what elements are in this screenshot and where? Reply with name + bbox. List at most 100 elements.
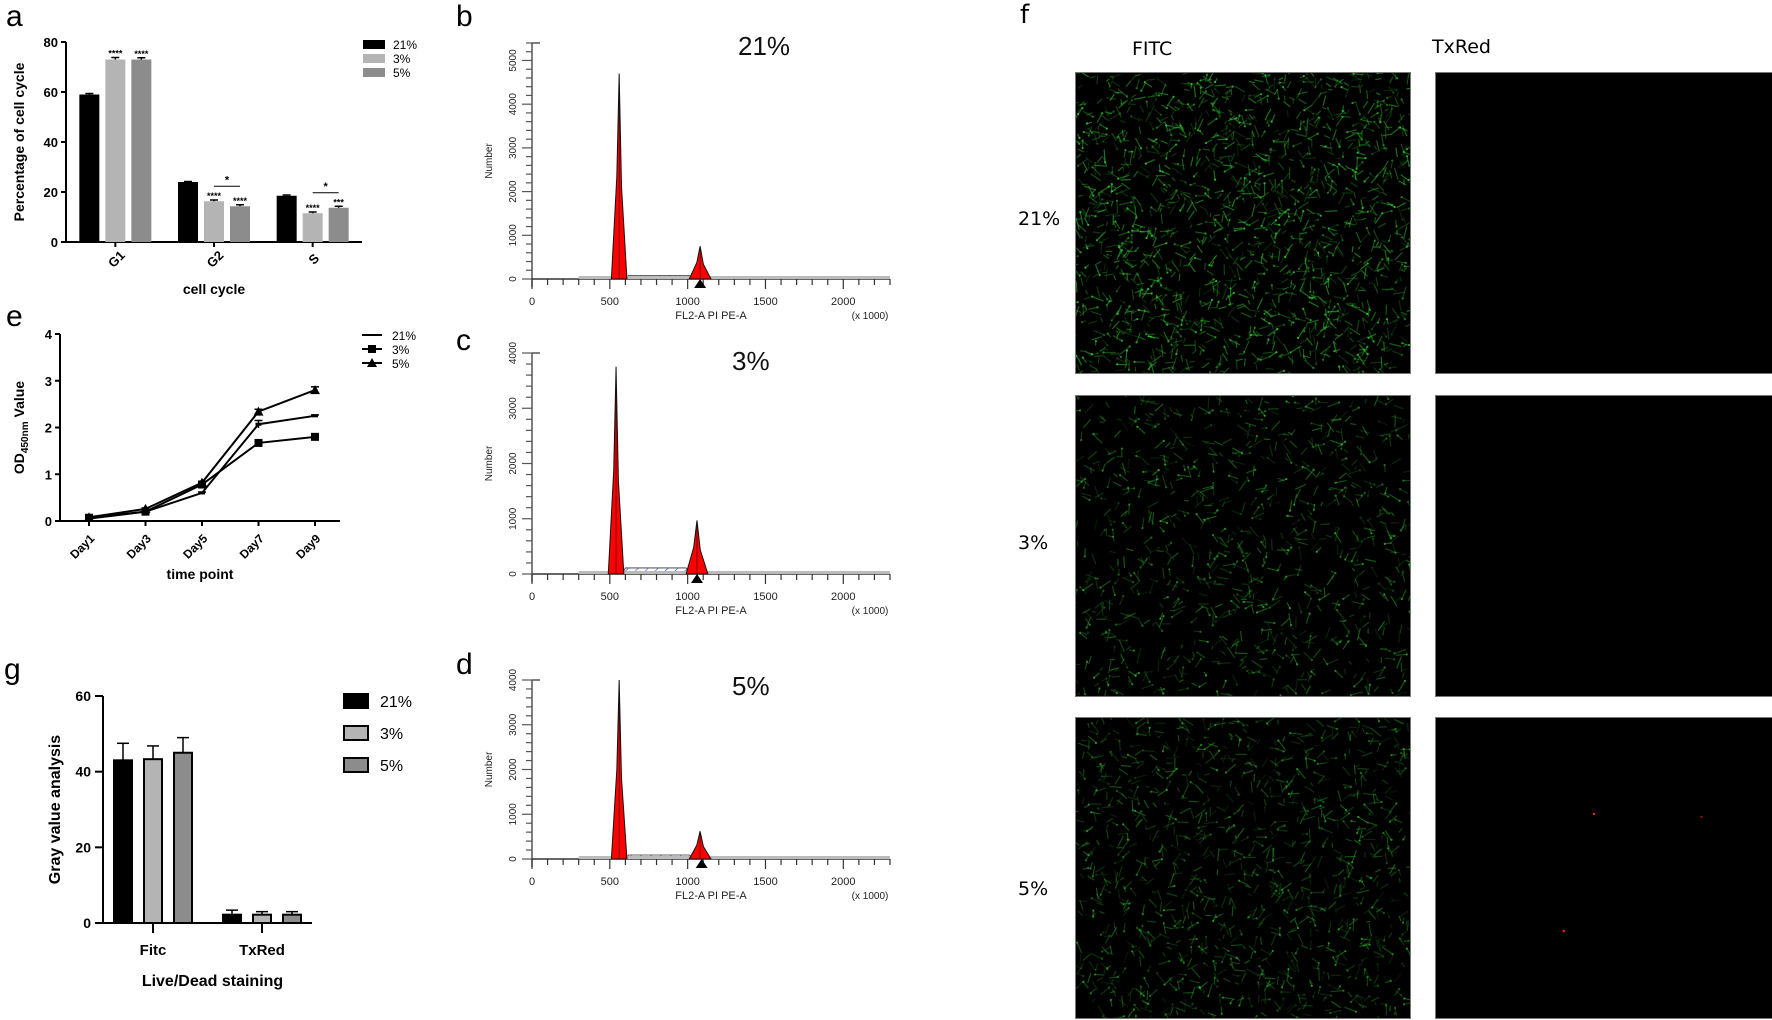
svg-text:4000: 4000 xyxy=(508,668,519,691)
svg-text:0: 0 xyxy=(83,915,91,931)
svg-text:1500: 1500 xyxy=(753,591,777,603)
svg-text:3%: 3% xyxy=(732,346,770,376)
svg-text:5%: 5% xyxy=(732,671,770,701)
svg-text:4: 4 xyxy=(45,327,53,342)
svg-text:60: 60 xyxy=(44,85,58,100)
svg-text:2000: 2000 xyxy=(508,180,519,203)
panel-label-f: f xyxy=(1020,0,1030,30)
svg-text:cell cycle: cell cycle xyxy=(183,281,245,297)
svg-text:Number: Number xyxy=(484,751,495,787)
svg-text:FL2-A PI PE-A: FL2-A PI PE-A xyxy=(675,605,747,617)
panel-label-e: e xyxy=(6,300,23,333)
svg-text:Live/Dead staining: Live/Dead staining xyxy=(142,973,283,990)
svg-text:1500: 1500 xyxy=(753,876,777,888)
svg-text:2000: 2000 xyxy=(831,876,855,888)
svg-text:Number: Number xyxy=(484,143,495,179)
svg-text:1000: 1000 xyxy=(675,296,699,308)
svg-text:Percentage of cell cycle: Percentage of cell cycle xyxy=(11,62,27,221)
svg-text:0: 0 xyxy=(529,591,535,603)
svg-text:Day3: Day3 xyxy=(124,531,154,561)
chart-d-flow-5: 0 1000 2000 3000 4000 Number 0 500 1000 1500 2000 F… xyxy=(484,668,891,902)
svg-text:*: * xyxy=(324,181,329,193)
panel-label-c: c xyxy=(456,324,471,357)
svg-text:20: 20 xyxy=(75,839,91,855)
svg-text:1000: 1000 xyxy=(508,507,519,530)
svg-text:***: *** xyxy=(333,197,344,207)
svg-text:Gray value analysis: Gray value analysis xyxy=(47,735,64,885)
fitc-image-5 xyxy=(1075,717,1411,1019)
svg-text:****: **** xyxy=(306,203,321,213)
svg-text:(x 1000): (x 1000) xyxy=(852,606,889,617)
panel-label-d: d xyxy=(456,648,473,681)
panel-label-a: a xyxy=(6,0,23,33)
svg-text:0: 0 xyxy=(529,876,535,888)
column-label-txred: TxRed xyxy=(1432,36,1491,58)
row-label-3: 3% xyxy=(1018,532,1049,554)
svg-text:0: 0 xyxy=(508,276,519,282)
fitc-image-21 xyxy=(1075,72,1411,374)
svg-text:G2: G2 xyxy=(204,248,227,271)
svg-text:21%: 21% xyxy=(393,38,417,52)
svg-text:1000: 1000 xyxy=(675,591,699,603)
svg-text:3: 3 xyxy=(45,374,52,389)
svg-text:80: 80 xyxy=(44,35,58,50)
svg-text:G1: G1 xyxy=(105,248,128,271)
svg-text:0: 0 xyxy=(508,856,519,862)
svg-text:Day5: Day5 xyxy=(180,531,210,561)
svg-text:Day7: Day7 xyxy=(237,531,267,561)
svg-text:40: 40 xyxy=(75,764,91,780)
row-label-21: 21% xyxy=(1018,208,1061,230)
chart-g-gray-value-bar: 0 20 40 60 Fitc TxRed Live/Dead staining Gray v… xyxy=(47,688,412,990)
svg-text:time point: time point xyxy=(167,566,234,582)
svg-text:2000: 2000 xyxy=(831,591,855,603)
svg-text:3000: 3000 xyxy=(508,713,519,736)
svg-text:Fitc: Fitc xyxy=(140,942,167,959)
svg-text:****: **** xyxy=(207,191,222,201)
chart-b-flow-21: 0 1000 2000 3000 4000 5000 Number 0 500 1000 1500 2… xyxy=(484,31,891,322)
svg-text:21%: 21% xyxy=(392,329,416,343)
svg-text:3000: 3000 xyxy=(508,136,519,159)
svg-text:****: **** xyxy=(134,49,149,59)
svg-text:*: * xyxy=(225,174,230,186)
svg-text:1500: 1500 xyxy=(753,296,777,308)
svg-text:500: 500 xyxy=(601,876,619,888)
svg-text:2000: 2000 xyxy=(831,296,855,308)
svg-text:(x 1000): (x 1000) xyxy=(852,311,889,322)
svg-text:5%: 5% xyxy=(393,66,411,80)
svg-text:Day9: Day9 xyxy=(293,531,323,561)
chart-c-flow-3: 0 1000 2000 3000 4000 Number 0 500 1000 1500 2000 F… xyxy=(484,341,891,617)
svg-text:TxRed: TxRed xyxy=(239,942,285,959)
svg-text:40: 40 xyxy=(44,135,58,150)
panel-label-g: g xyxy=(4,653,21,686)
svg-text:****: **** xyxy=(233,196,248,206)
chart-e-od-line: 0 1 2 3 4 Day1 Day3 Day5 Day7 Day9 time point OD450… xyxy=(11,327,416,582)
svg-text:5%: 5% xyxy=(380,758,403,775)
row-label-5: 5% xyxy=(1018,878,1049,900)
svg-text:60: 60 xyxy=(75,688,91,704)
svg-text:2000: 2000 xyxy=(508,758,519,781)
txred-image-3 xyxy=(1435,395,1772,697)
svg-text:Number: Number xyxy=(484,445,495,481)
svg-text:3%: 3% xyxy=(380,726,403,743)
svg-text:0: 0 xyxy=(45,514,52,529)
column-label-fitc: FITC xyxy=(1132,38,1173,60)
svg-text:OD450nm Value: OD450nm Value xyxy=(11,381,31,474)
svg-text:21%: 21% xyxy=(380,694,412,711)
txred-image-21 xyxy=(1435,72,1772,374)
svg-text:FL2-A PI PE-A: FL2-A PI PE-A xyxy=(675,890,747,902)
svg-text:5000: 5000 xyxy=(508,49,519,72)
svg-text:0: 0 xyxy=(508,571,519,577)
txred-image-5 xyxy=(1435,717,1772,1019)
svg-text:2000: 2000 xyxy=(508,452,519,475)
svg-text:0: 0 xyxy=(529,296,535,308)
svg-text:4000: 4000 xyxy=(508,341,519,364)
svg-text:500: 500 xyxy=(601,296,619,308)
svg-text:2: 2 xyxy=(45,421,52,436)
svg-text:S: S xyxy=(305,250,322,267)
svg-text:1000: 1000 xyxy=(508,803,519,826)
svg-text:1: 1 xyxy=(45,467,52,482)
svg-text:500: 500 xyxy=(601,591,619,603)
svg-text:20: 20 xyxy=(44,185,58,200)
fitc-image-3 xyxy=(1075,395,1411,697)
svg-text:3000: 3000 xyxy=(508,397,519,420)
